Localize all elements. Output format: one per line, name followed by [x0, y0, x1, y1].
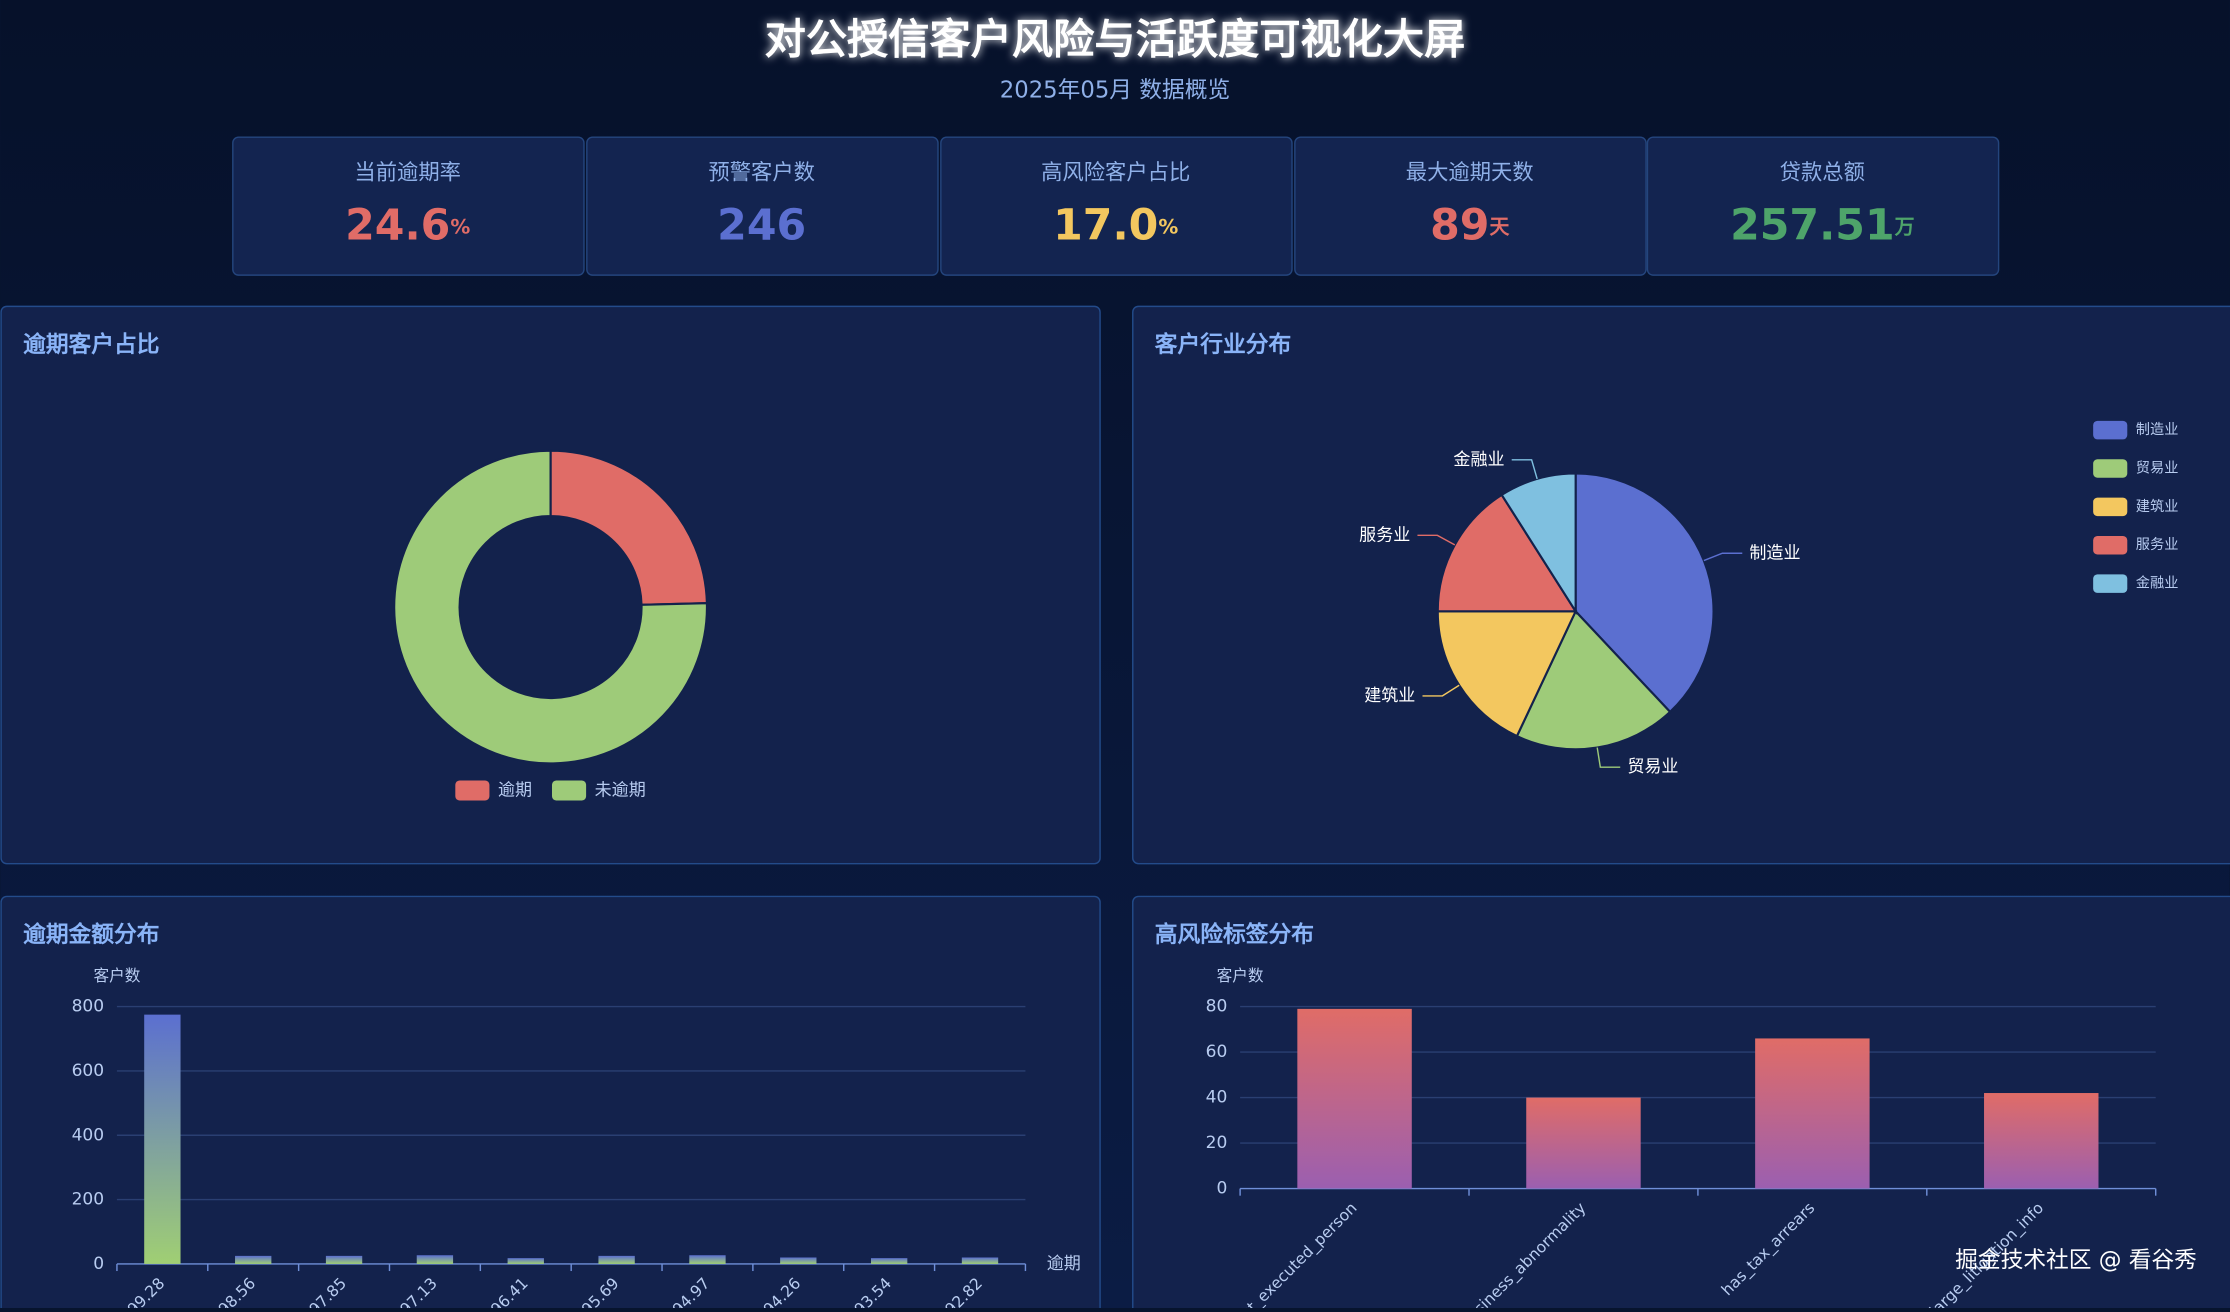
slice [1515, 609, 1672, 751]
bar [1526, 1097, 1641, 1189]
slice [1574, 472, 1715, 714]
bar [780, 1257, 817, 1264]
legend-label: 服务业 [2136, 536, 2179, 553]
kpi-card [586, 136, 939, 276]
y-tick-label: 0 [93, 1254, 104, 1274]
panel-title: 客户行业分布 [1155, 331, 1291, 358]
slice-label: 金融业 [1453, 450, 1504, 470]
kpi-number: 89 [1430, 200, 1489, 250]
kpi-number: 17.0 [1053, 200, 1158, 250]
kpi-value: 246 [717, 200, 806, 250]
panel-title: 逾期客户占比 [23, 331, 159, 358]
legend-swatch [2093, 459, 2128, 478]
y-tick-label: 600 [72, 1061, 105, 1081]
legend-label: 建筑业 [2136, 498, 2179, 515]
slice-label: 贸易业 [1627, 757, 1678, 777]
panel [0, 305, 1101, 865]
bar [870, 1258, 908, 1264]
y-tick-label: 40 [1206, 1088, 1228, 1108]
kpi-card [1294, 136, 1647, 276]
y-tick-label: 80 [1206, 997, 1228, 1017]
kpi-unit: 天 [1489, 215, 1509, 238]
kpi-label: 预警客户数 [708, 160, 815, 185]
kpi-value: 257.51万 [1730, 200, 1915, 250]
bar [961, 1257, 999, 1264]
legend-swatch [2093, 497, 2128, 517]
kpi-label: 高风险客户占比 [1041, 160, 1190, 185]
y-tick-label: 800 [72, 997, 105, 1017]
kpi-unit: % [1158, 215, 1178, 238]
leader-line [1703, 552, 1743, 562]
slice [549, 449, 709, 606]
kpi-card [1646, 136, 2000, 276]
content: 当前逾期率 24.6% 预警客户数 246 高风险客户占比 17.0% 最大逾期天数 89天 贷… [23, 136, 2179, 1312]
bar [689, 1255, 726, 1264]
y-tick-label: 20 [1206, 1133, 1228, 1153]
kpi-value: 89天 [1430, 200, 1509, 250]
bar [1297, 1008, 1412, 1189]
kpi-unit: 万 [1894, 215, 1915, 238]
page-title: 对公授信客户风险与活跃度可视化大屏 [765, 16, 1466, 64]
bar [235, 1255, 272, 1264]
y-axis-label: 客户数 [1217, 966, 1264, 985]
leader-line [1596, 747, 1621, 768]
kpi-label: 当前逾期率 [354, 160, 461, 185]
panel [0, 895, 1101, 1312]
bar [416, 1255, 454, 1264]
legend-swatch [2093, 420, 2128, 440]
y-tick-label: 60 [1206, 1042, 1228, 1062]
slice [1436, 493, 1578, 613]
kpi-number: 257.51 [1730, 200, 1895, 250]
kpi-card [232, 136, 585, 276]
bar [325, 1255, 363, 1264]
kpi-value: 24.6% [345, 200, 470, 250]
bar [1984, 1093, 2099, 1189]
leader-line [1422, 684, 1460, 697]
kpi-number: 246 [717, 200, 806, 250]
y-tick-label: 400 [72, 1125, 105, 1145]
bar [1755, 1038, 1870, 1189]
legend-label: 逾期 [498, 780, 532, 800]
page-subtitle: 2025年05月 数据概览 [1000, 77, 1230, 103]
y-axis-label: 客户数 [94, 966, 141, 985]
slice [1436, 610, 1578, 738]
slice-label: 建筑业 [1364, 686, 1415, 706]
x-axis-label: 逾期 [1047, 1254, 1081, 1274]
watermark: 掘金技术社区 @ 看谷秀 [1955, 1248, 2197, 1274]
slice-label: 制造业 [1749, 543, 1800, 563]
bar [144, 1014, 181, 1264]
y-tick-label: 0 [1216, 1179, 1227, 1199]
kpi-card [940, 136, 1293, 276]
panel-title: 逾期金额分布 [23, 921, 159, 948]
legend-label: 未逾期 [595, 780, 646, 800]
legend-swatch [2093, 574, 2128, 593]
legend-swatch [2093, 535, 2128, 555]
legend-swatch [551, 780, 587, 801]
y-tick-label: 200 [72, 1190, 105, 1210]
legend-label: 金融业 [2136, 575, 2179, 592]
kpi-value: 17.0% [1053, 200, 1178, 250]
kpi-number: 24.6 [345, 200, 450, 250]
leader-line [1417, 534, 1456, 546]
leader-line [1511, 459, 1538, 480]
kpi-label: 最大逾期天数 [1406, 160, 1534, 185]
bar [598, 1255, 635, 1264]
bar [507, 1258, 544, 1264]
legend-label: 制造业 [2136, 421, 2179, 438]
panel [1132, 895, 2230, 1312]
kpi-label: 贷款总额 [1780, 160, 1865, 185]
legend-swatch [455, 780, 490, 801]
panel-title: 高风险标签分布 [1155, 921, 1314, 948]
kpi-unit: % [450, 215, 470, 238]
slice-label: 服务业 [1359, 525, 1410, 545]
legend-label: 贸易业 [2136, 459, 2179, 476]
slice [393, 449, 708, 765]
